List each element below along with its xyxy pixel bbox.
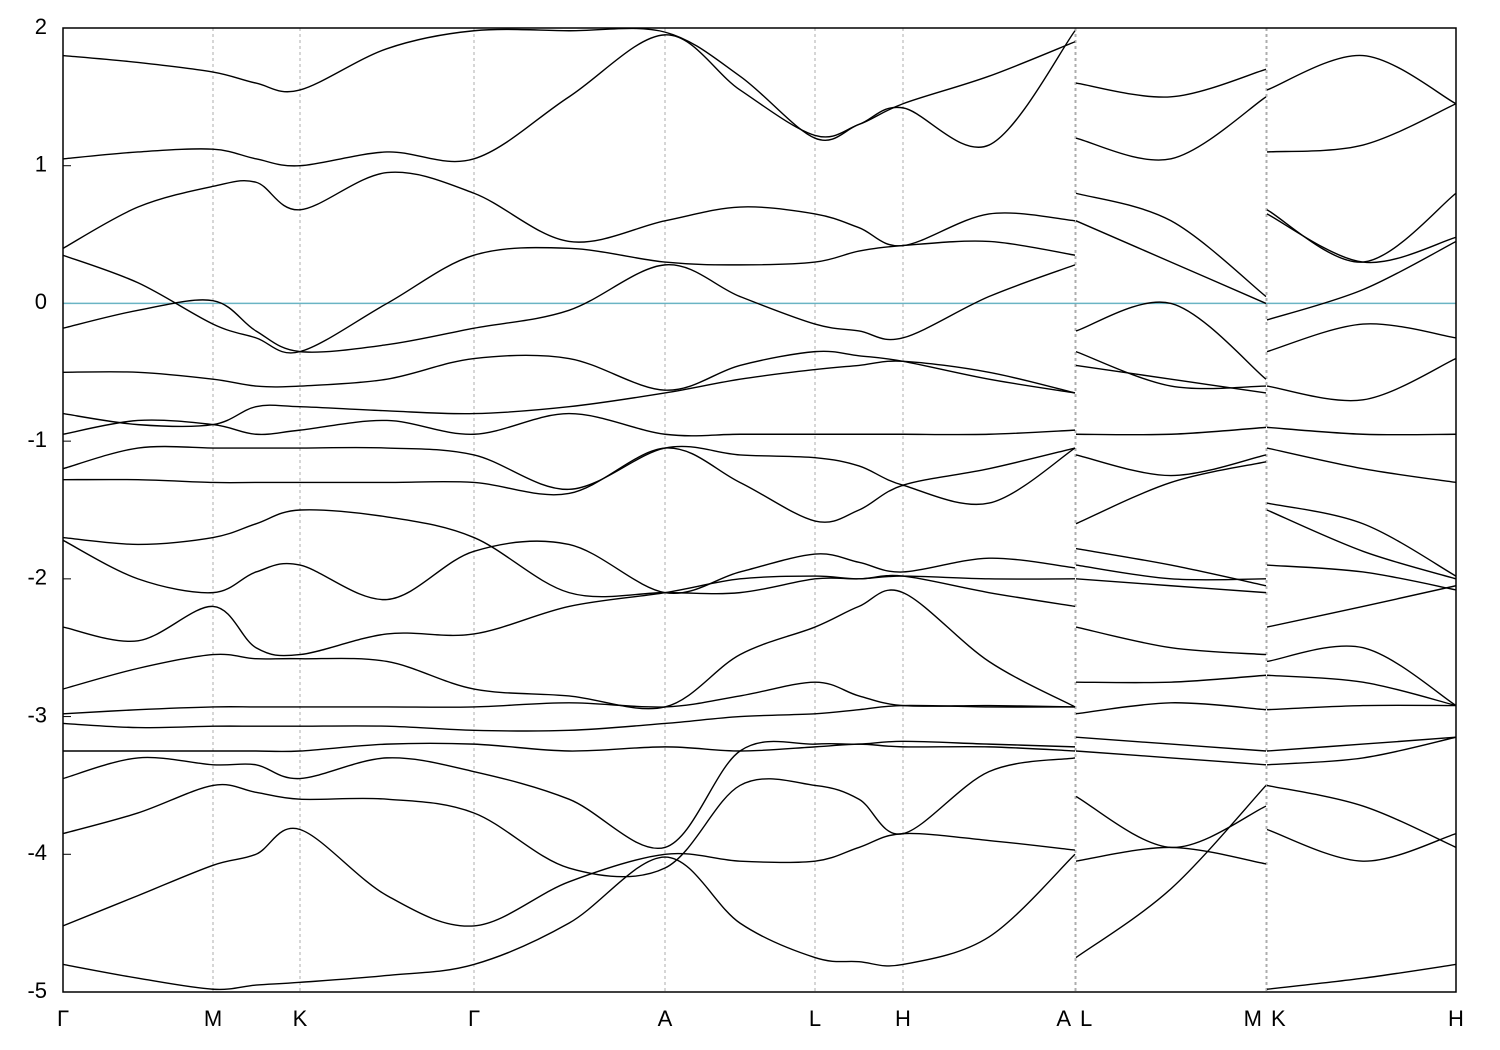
x-tick-label: L — [1080, 1006, 1092, 1031]
band-line — [63, 827, 1456, 927]
y-tick-label: 2 — [35, 14, 47, 39]
band-line — [63, 509, 1456, 598]
x-tick-label: A — [658, 1006, 673, 1031]
band-line — [63, 589, 1456, 710]
band-line — [63, 574, 1456, 657]
band-line — [63, 28, 1456, 148]
y-tick-label: 0 — [35, 289, 47, 314]
y-tick-label: -1 — [27, 427, 47, 452]
x-tick-label: Γ — [57, 1006, 69, 1031]
band-line — [63, 357, 1456, 428]
band-line — [63, 34, 1456, 167]
x-tick-label: K — [1271, 1006, 1286, 1031]
x-tick-label: H — [1448, 1006, 1464, 1031]
band-line — [63, 171, 1456, 298]
x-tick-label: A — [1056, 1006, 1071, 1031]
y-tick-label: -2 — [27, 565, 47, 590]
band-line — [63, 736, 1456, 753]
y-tick-label: -3 — [27, 702, 47, 727]
band-line — [63, 757, 1456, 878]
band-line — [63, 445, 1456, 505]
band-line — [63, 323, 1456, 394]
y-tick-label: -5 — [27, 978, 47, 1003]
x-tick-label: M — [204, 1006, 222, 1031]
y-tick-label: -4 — [27, 840, 47, 865]
band-line — [63, 412, 1456, 437]
band-line — [63, 674, 1456, 715]
grid — [62, 27, 1457, 993]
x-tick-label: H — [895, 1006, 911, 1031]
x-tick-label: L — [809, 1006, 821, 1031]
band-line — [63, 240, 1456, 380]
x-tick-label: K — [293, 1006, 308, 1031]
x-tick-label: M — [1244, 1006, 1262, 1031]
band-line — [63, 736, 1456, 850]
x-tick-label: Γ — [468, 1006, 480, 1031]
plot-frame — [62, 27, 1457, 993]
band-line — [63, 702, 1456, 732]
band-line — [63, 539, 1456, 601]
band-line — [63, 784, 1456, 991]
y-tick-label: 1 — [35, 152, 47, 177]
band-line — [63, 447, 1456, 577]
bands — [63, 28, 1456, 991]
band-line — [63, 213, 1456, 354]
